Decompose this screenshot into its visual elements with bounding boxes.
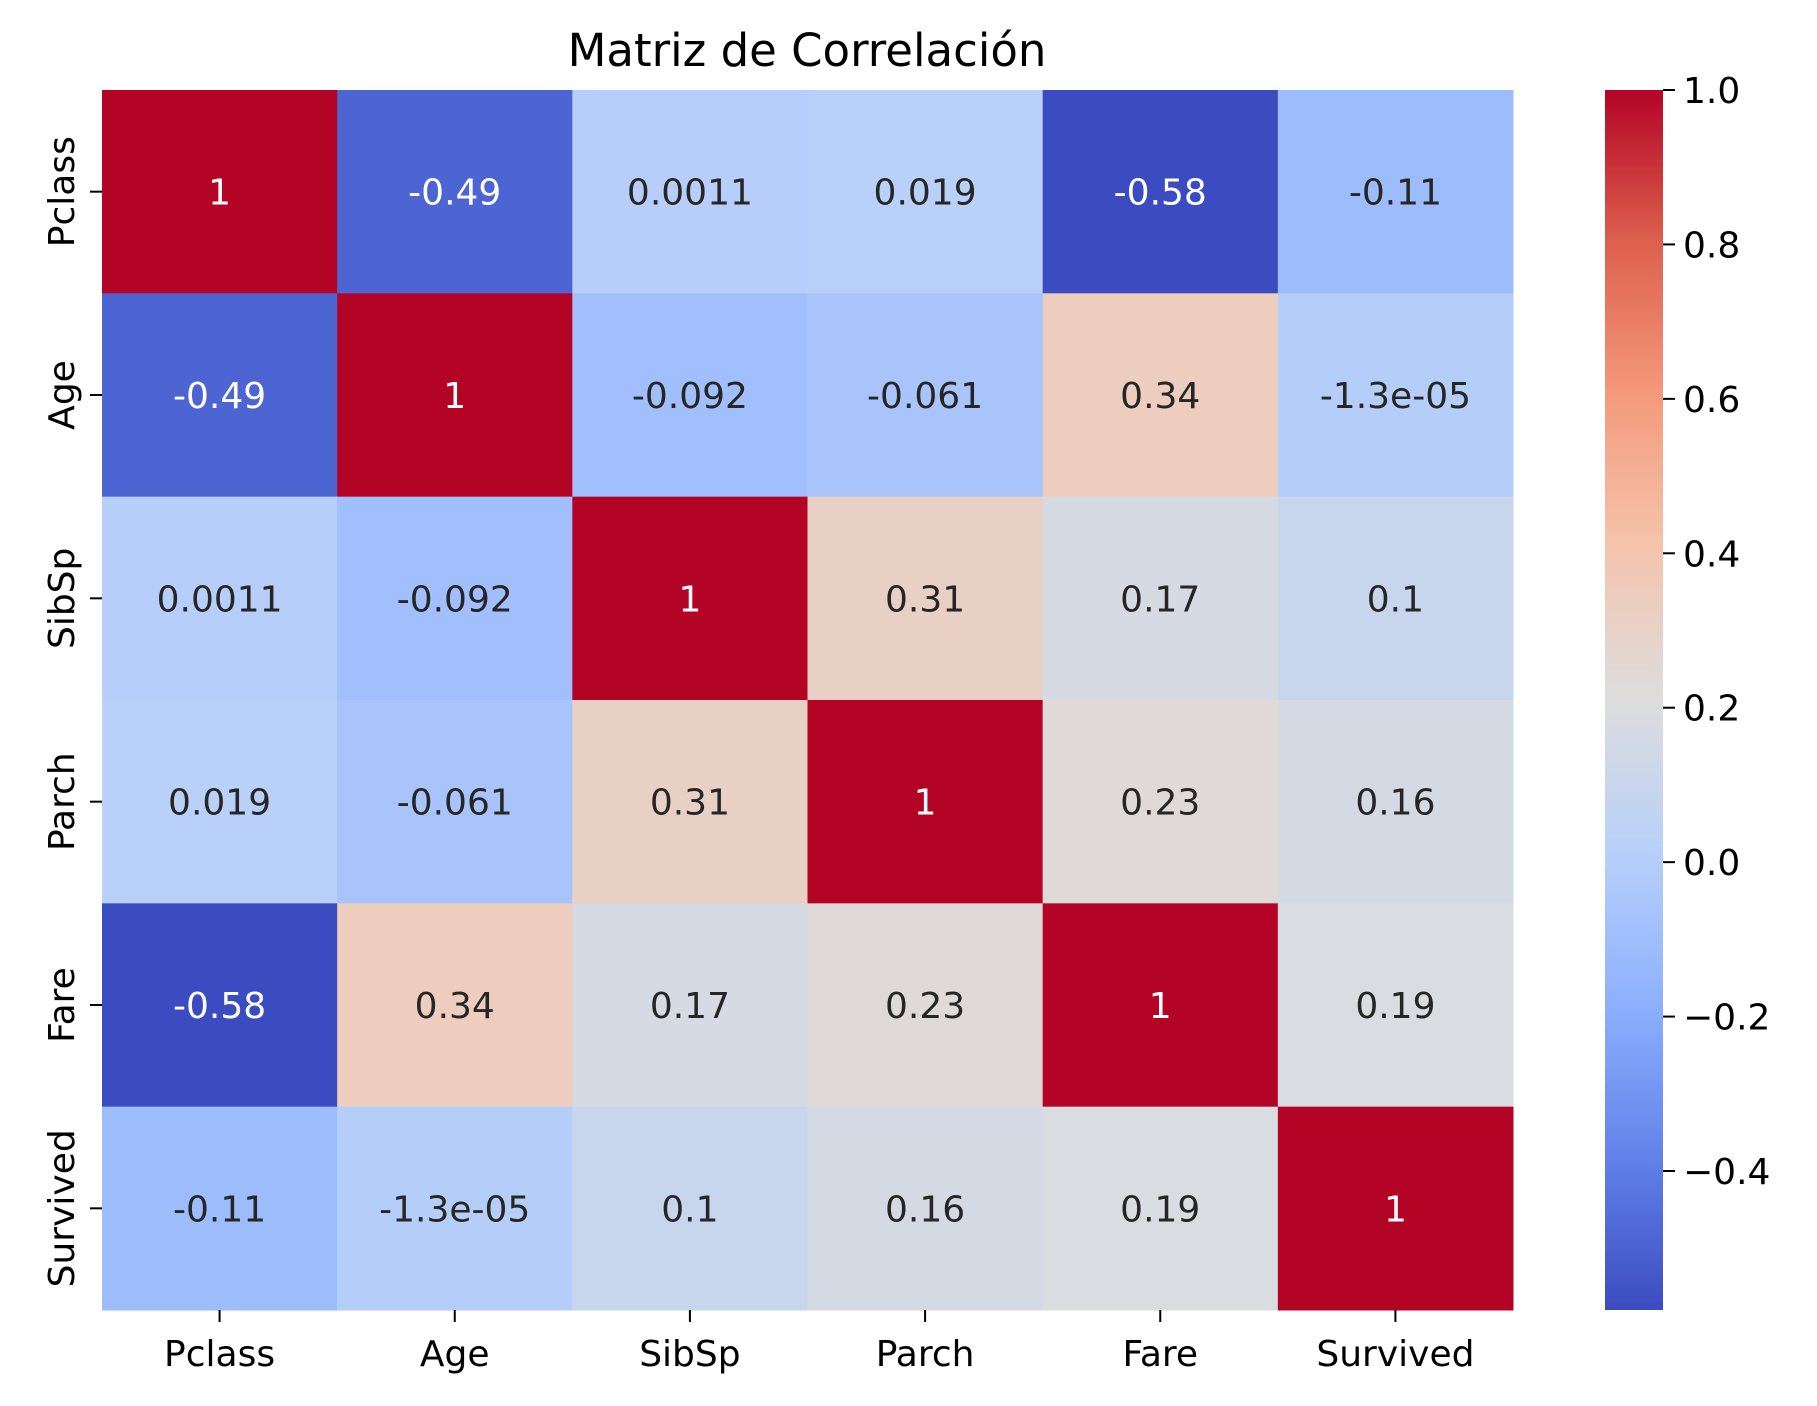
cell-survived-age <box>337 1106 573 1311</box>
cell-sibsp-survived <box>1277 496 1514 701</box>
cell-age-pclass <box>102 293 338 498</box>
chart-title: Matriz de Correlación <box>568 24 1047 77</box>
cell-fare-age <box>337 903 573 1108</box>
cell-value-pclass-fare: -0.58 <box>1114 173 1207 214</box>
cell-pclass-pclass <box>102 90 338 294</box>
cell-value-pclass-pclass: 1 <box>208 173 231 214</box>
y-tick-label-age: Age <box>42 360 83 430</box>
cell-value-age-survived: -1.3e-05 <box>1320 376 1471 417</box>
cell-age-age <box>337 293 573 498</box>
cell-survived-sibsp <box>572 1106 808 1311</box>
cell-age-sibsp <box>572 293 808 498</box>
colorbar-tick-label: 0.0 <box>1683 843 1740 884</box>
x-axis: Pclass Age SibSp Parch Fare Survived <box>164 1310 1474 1375</box>
x-tick-label-age: Age <box>420 1334 490 1375</box>
cell-value-survived-survived: 1 <box>1384 1189 1407 1230</box>
cell-value-age-sibsp: -0.092 <box>632 376 748 417</box>
cell-value-parch-pclass: 0.019 <box>168 783 271 824</box>
cell-value-age-parch: -0.061 <box>867 376 983 417</box>
cell-value-fare-survived: 0.19 <box>1355 986 1435 1027</box>
cell-parch-pclass <box>102 700 338 904</box>
cell-parch-age <box>337 700 573 904</box>
colorbar-tick-label: 0.4 <box>1683 534 1740 575</box>
cell-value-age-age: 1 <box>443 376 466 417</box>
colorbar-tick-label: 0.2 <box>1683 689 1740 730</box>
cell-value-survived-fare: 0.19 <box>1120 1189 1200 1230</box>
cell-value-sibsp-age: -0.092 <box>397 579 513 620</box>
cell-value-fare-fare: 1 <box>1149 986 1172 1027</box>
cell-pclass-fare <box>1042 90 1279 294</box>
cell-parch-sibsp <box>572 700 808 904</box>
cell-survived-parch <box>807 1106 1044 1311</box>
colorbar-tick-label: 0.8 <box>1683 225 1740 266</box>
cell-fare-fare <box>1042 903 1279 1108</box>
y-tick-label-fare: Fare <box>42 967 83 1043</box>
cell-fare-parch <box>807 903 1044 1108</box>
cell-value-fare-sibsp: 0.17 <box>650 986 730 1027</box>
cell-value-survived-age: -1.3e-05 <box>379 1189 530 1230</box>
cell-parch-parch <box>807 700 1044 904</box>
x-tick-label-parch: Parch <box>876 1334 975 1375</box>
cell-value-parch-age: -0.061 <box>397 783 513 824</box>
cell-pclass-parch <box>807 90 1044 294</box>
cell-value-parch-survived: 0.16 <box>1355 783 1435 824</box>
x-tick-label-pclass: Pclass <box>164 1334 275 1375</box>
y-tick-label-parch: Parch <box>42 752 83 851</box>
cell-value-survived-pclass: -0.11 <box>173 1189 266 1230</box>
y-tick-label-pclass: Pclass <box>42 136 83 247</box>
cell-value-parch-parch: 1 <box>914 783 937 824</box>
x-tick-label-fare: Fare <box>1122 1334 1198 1375</box>
x-tick-label-survived: Survived <box>1316 1334 1474 1375</box>
colorbar-tick-label: 1.0 <box>1683 71 1740 112</box>
colorbar-tick-label: −0.4 <box>1683 1152 1770 1193</box>
x-tick-label-sibsp: SibSp <box>639 1334 740 1375</box>
cell-sibsp-parch <box>807 496 1044 701</box>
cell-sibsp-age <box>337 496 573 701</box>
cell-fare-sibsp <box>572 903 808 1108</box>
cell-pclass-sibsp <box>572 90 808 294</box>
cell-value-pclass-age: -0.49 <box>408 173 501 214</box>
colorbar: 1.0 0.8 0.6 0.4 0.2 0.0 −0.2 −0.4 <box>1605 71 1770 1310</box>
cell-sibsp-pclass <box>102 496 338 701</box>
y-axis: Pclass Age SibSp Parch Fare Survived <box>42 136 102 1287</box>
cell-value-fare-parch: 0.23 <box>885 986 965 1027</box>
cell-value-survived-parch: 0.16 <box>885 1189 965 1230</box>
cell-survived-pclass <box>102 1106 338 1311</box>
y-tick-label-survived: Survived <box>42 1129 83 1287</box>
cell-value-survived-sibsp: 0.1 <box>661 1189 718 1230</box>
cell-value-fare-age: 0.34 <box>415 986 495 1027</box>
cell-value-parch-sibsp: 0.31 <box>650 783 730 824</box>
cell-fare-survived <box>1277 903 1514 1108</box>
cell-value-sibsp-sibsp: 1 <box>678 579 701 620</box>
cell-value-age-fare: 0.34 <box>1120 376 1200 417</box>
cell-age-parch <box>807 293 1044 498</box>
cell-fare-pclass <box>102 903 338 1108</box>
cell-value-parch-fare: 0.23 <box>1120 783 1200 824</box>
heatmap-cells: 1 -0.49 0.0011 0.019 -0.58 -0.11 -0.49 1 -0.092 -… <box>102 90 1514 1311</box>
y-tick-label-sibsp: SibSp <box>42 548 83 649</box>
cell-value-sibsp-pclass: 0.0011 <box>157 579 283 620</box>
colorbar-gradient <box>1605 90 1663 1310</box>
cell-value-pclass-survived: -0.11 <box>1349 173 1442 214</box>
cell-pclass-age <box>337 90 573 294</box>
cell-value-pclass-sibsp: 0.0011 <box>627 173 753 214</box>
cell-parch-fare <box>1042 700 1279 904</box>
cell-value-sibsp-fare: 0.17 <box>1120 579 1200 620</box>
cell-value-fare-pclass: -0.58 <box>173 986 266 1027</box>
cell-survived-survived <box>1277 1106 1514 1311</box>
cell-value-sibsp-parch: 0.31 <box>885 579 965 620</box>
cell-value-pclass-parch: 0.019 <box>874 173 977 214</box>
colorbar-tick-label: −0.2 <box>1683 998 1770 1039</box>
cell-value-age-pclass: -0.49 <box>173 376 266 417</box>
cell-age-survived <box>1277 293 1514 498</box>
cell-age-fare <box>1042 293 1279 498</box>
colorbar-tick-label: 0.6 <box>1683 380 1740 421</box>
cell-parch-survived <box>1277 700 1514 904</box>
cell-sibsp-fare <box>1042 496 1279 701</box>
cell-sibsp-sibsp <box>572 496 808 701</box>
cell-survived-fare <box>1042 1106 1279 1311</box>
cell-value-sibsp-survived: 0.1 <box>1367 579 1424 620</box>
cell-pclass-survived <box>1277 90 1514 294</box>
